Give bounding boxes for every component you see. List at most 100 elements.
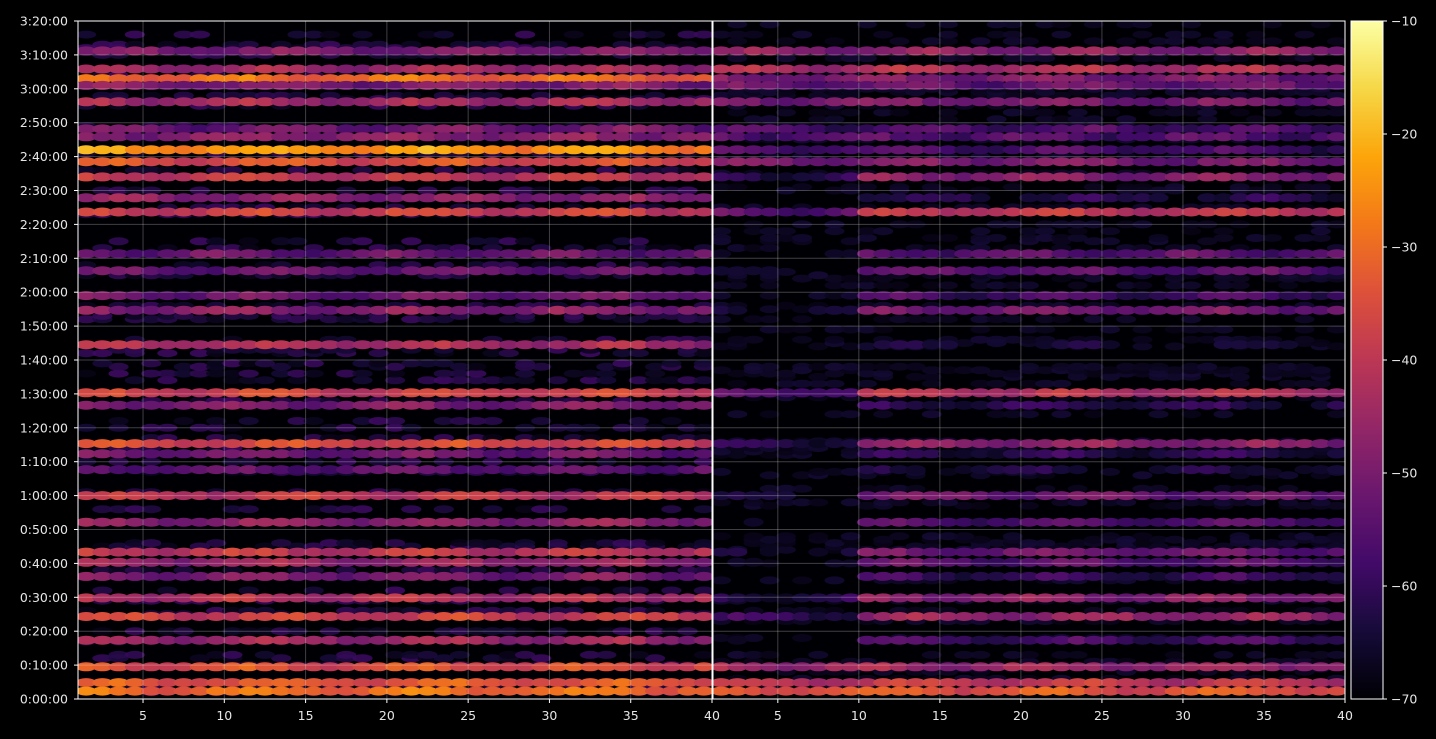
heatmap-cell — [873, 281, 894, 290]
heatmap-cell — [254, 593, 275, 603]
heatmap-cell — [78, 349, 97, 358]
heatmap-cell — [417, 30, 438, 39]
heatmap-cell — [1083, 249, 1104, 259]
heatmap-cell — [1083, 400, 1104, 410]
heatmap-cell — [954, 97, 975, 107]
heatmap-cell — [336, 686, 357, 696]
heatmap-cell — [433, 571, 454, 581]
heatmap-cell — [713, 447, 732, 456]
heatmap-cell — [92, 186, 113, 195]
heatmap-cell — [287, 635, 308, 645]
heatmap-cell — [759, 172, 780, 182]
heatmap-cell — [1067, 400, 1088, 410]
heatmap-cell — [189, 465, 210, 475]
heatmap-cell — [531, 586, 552, 595]
heatmap-cell — [222, 157, 243, 167]
heatmap-cell — [449, 417, 471, 425]
heatmap-cell — [1278, 379, 1299, 388]
heatmap-cell — [384, 291, 406, 301]
heatmap-cell — [727, 21, 748, 29]
heatmap-cell — [713, 227, 732, 236]
heatmap-cell — [563, 30, 584, 39]
heatmap-cell — [580, 249, 601, 259]
heatmap-cell — [433, 627, 454, 636]
heatmap-cell — [433, 654, 454, 663]
heatmap-cell — [417, 249, 438, 259]
heatmap-cell — [1245, 547, 1266, 557]
heatmap-cell — [238, 97, 259, 107]
heatmap-cell — [759, 227, 780, 236]
heatmap-cell — [775, 439, 796, 449]
heatmap-cell — [759, 501, 780, 510]
heatmap-cell — [1148, 305, 1169, 315]
heatmap-cell — [1245, 124, 1266, 134]
heatmap-cell — [1019, 593, 1039, 603]
heatmap-cell — [1019, 291, 1039, 301]
heatmap-cell — [954, 266, 975, 276]
heatmap-cell — [1229, 612, 1250, 621]
heatmap-cell — [921, 449, 942, 459]
heatmap-cell — [1116, 64, 1137, 74]
heatmap-cell — [547, 80, 568, 90]
heatmap-cell — [1019, 650, 1039, 659]
heatmap-cell — [1262, 517, 1283, 527]
heatmap-cell — [677, 571, 698, 581]
heatmap-cell — [824, 439, 845, 449]
heatmap-cell — [792, 439, 813, 449]
heatmap-cell — [1132, 80, 1153, 90]
heatmap-cell — [157, 439, 178, 449]
heatmap-cell — [1213, 234, 1234, 242]
heatmap-cell — [986, 571, 1007, 581]
heatmap-cell — [1083, 46, 1104, 56]
heatmap-cell — [498, 145, 519, 155]
heatmap-cell — [645, 491, 666, 501]
heatmap-cell — [108, 439, 129, 449]
heatmap-cell — [727, 686, 748, 696]
heatmap-cell — [238, 74, 259, 84]
heatmap-cell — [938, 686, 958, 696]
heatmap-cell — [515, 491, 536, 501]
heatmap-cell — [970, 97, 991, 107]
heatmap-cell — [141, 305, 162, 315]
heatmap-cell — [157, 291, 178, 301]
heatmap-cell — [713, 593, 732, 603]
heatmap-cell — [1132, 439, 1153, 449]
heatmap-cell — [531, 362, 552, 371]
heatmap-cell — [254, 612, 275, 621]
heatmap-cell — [775, 686, 796, 696]
heatmap-cell — [1164, 388, 1185, 398]
heatmap-cell — [580, 291, 601, 301]
heatmap-cell — [287, 97, 308, 107]
y-tick-label: 0:50:00 — [20, 522, 68, 537]
heatmap-cell — [677, 172, 698, 182]
heatmap-cell — [1051, 379, 1072, 388]
heatmap-cell — [563, 593, 584, 603]
heatmap-cell — [1294, 172, 1315, 182]
heatmap-cell — [1083, 132, 1104, 142]
heatmap-cell — [1229, 145, 1250, 155]
heatmap-cell — [905, 305, 926, 315]
heatmap-cell — [1310, 207, 1331, 217]
heatmap-cell — [1116, 449, 1137, 459]
heatmap-cell — [547, 46, 568, 56]
heatmap-cell — [433, 400, 454, 410]
heatmap-cell — [173, 340, 194, 350]
heatmap-cell — [1116, 612, 1137, 621]
heatmap-cell — [873, 484, 894, 493]
heatmap-cell — [531, 46, 552, 56]
heatmap-cell — [713, 207, 732, 217]
heatmap-cell — [1181, 571, 1202, 581]
heatmap-cell — [287, 124, 308, 134]
heatmap-cell — [1294, 635, 1315, 645]
heatmap-cell — [352, 80, 373, 90]
heatmap-cell — [206, 388, 227, 398]
heatmap-cell — [921, 491, 942, 501]
heatmap-cell — [628, 305, 649, 315]
heatmap-cell — [580, 678, 601, 688]
x-tick-label: 20 — [379, 708, 395, 723]
heatmap-cell — [661, 517, 682, 527]
heatmap-cell — [287, 465, 308, 475]
heatmap-cell — [792, 132, 813, 142]
heatmap-cell — [840, 498, 861, 507]
